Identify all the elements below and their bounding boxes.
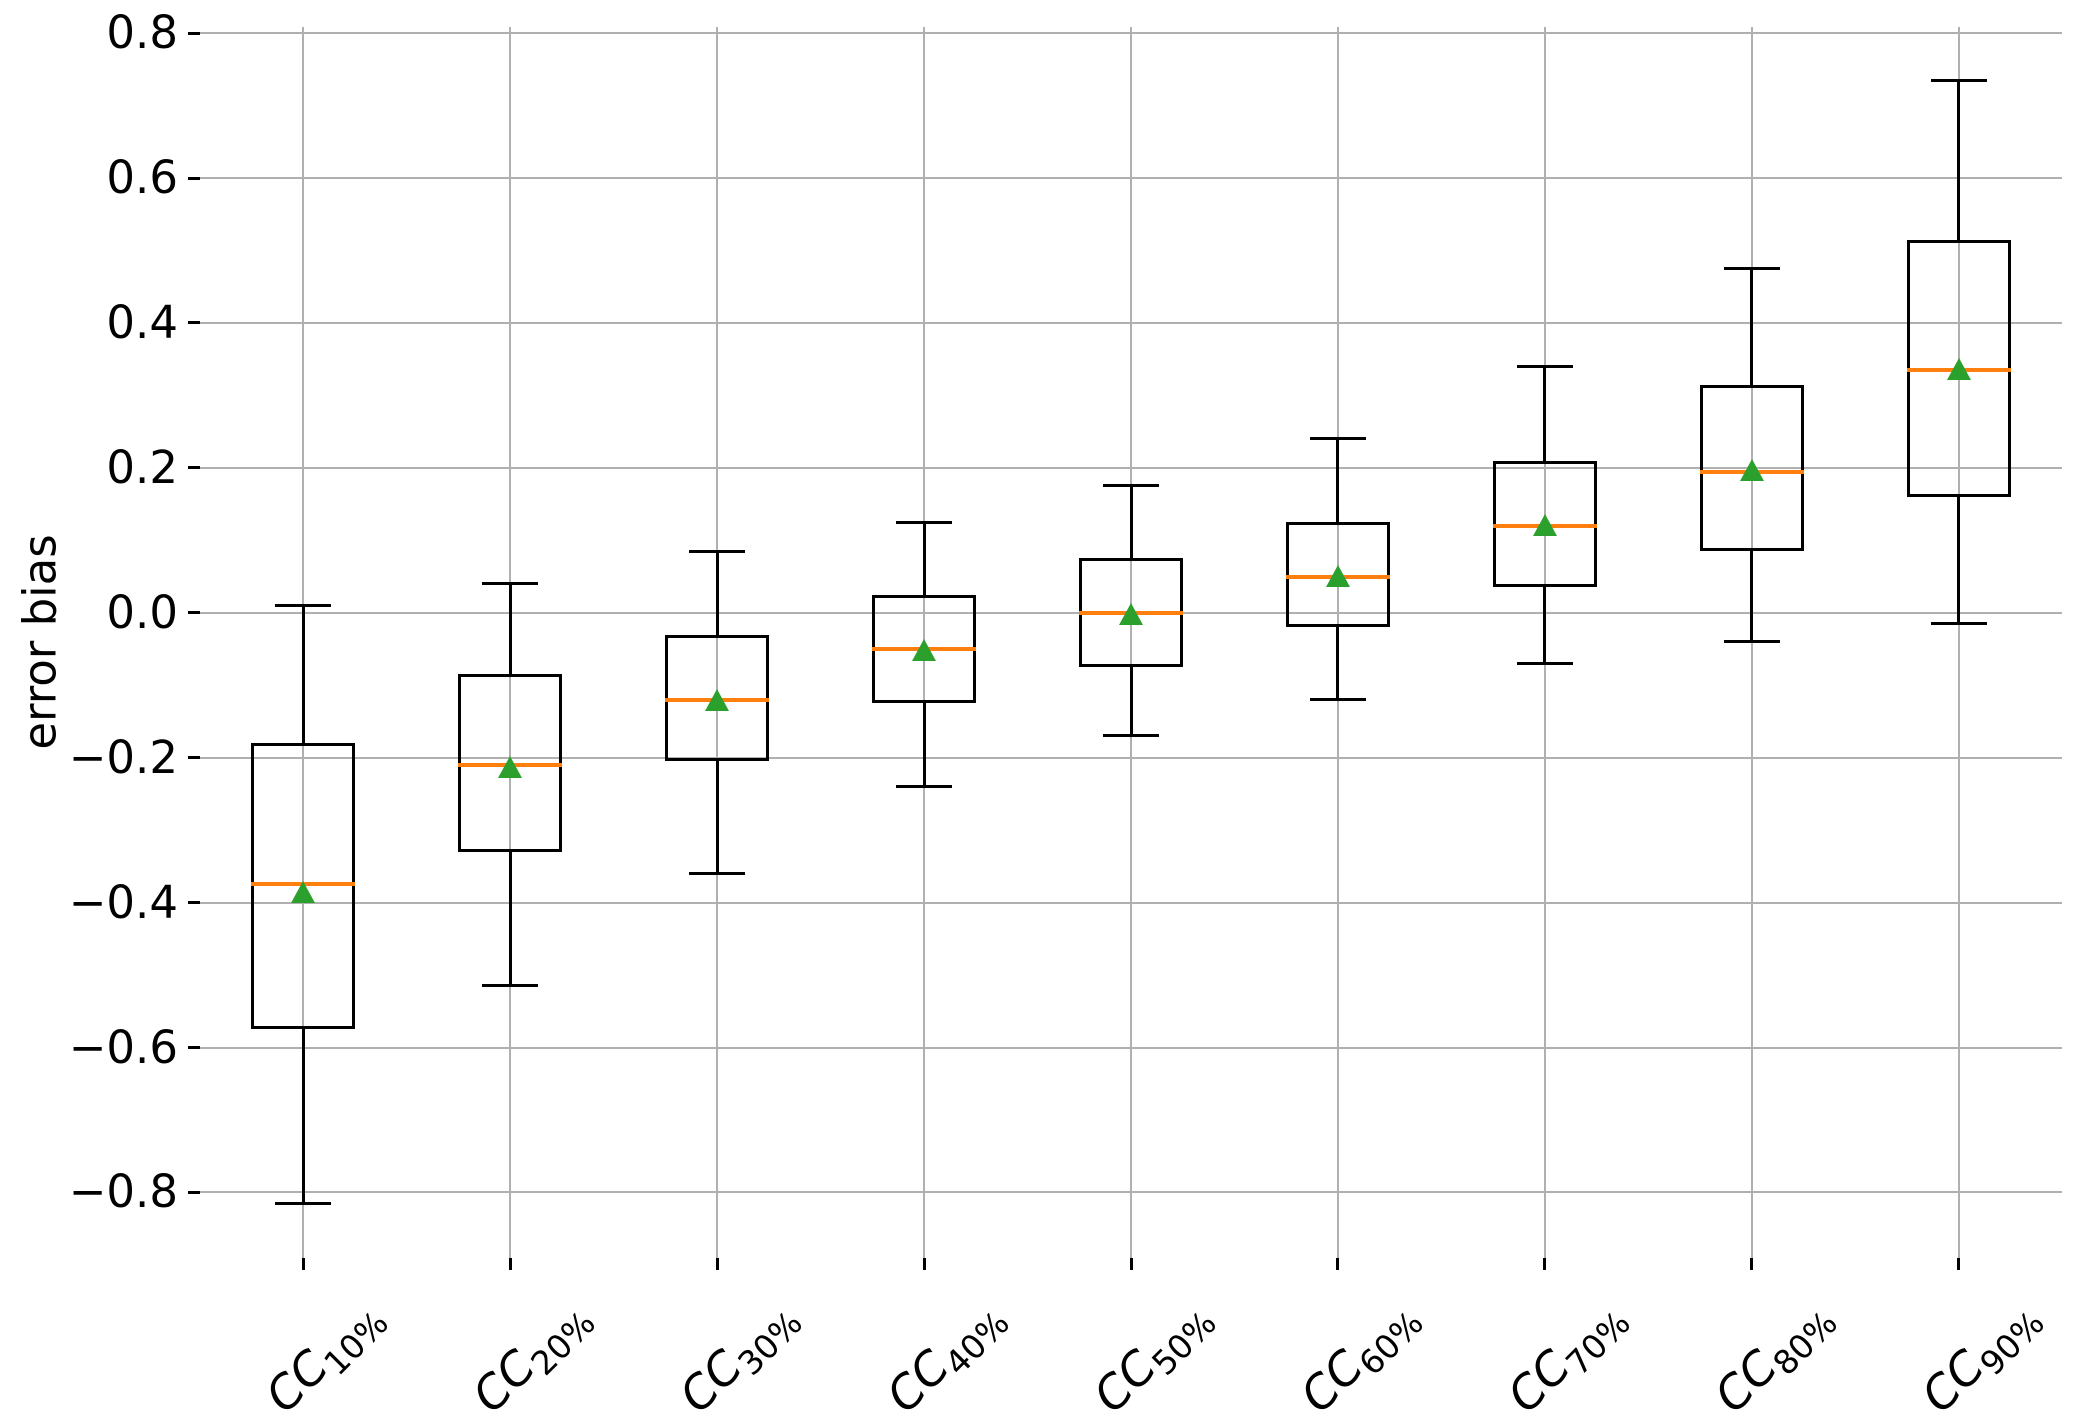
y-tick-label: −0.8 xyxy=(68,1165,178,1219)
x-tick-mark xyxy=(1750,1258,1754,1270)
x-gridline xyxy=(1957,27,1960,1258)
box-mean-marker xyxy=(1739,459,1764,482)
box-whisker-upper xyxy=(1336,438,1340,523)
box-rect xyxy=(1699,384,1804,552)
box-whisker-lower xyxy=(922,703,926,787)
box-whisker-upper xyxy=(922,522,926,595)
y-tick-label: 0.6 xyxy=(106,151,178,205)
y-tick-mark xyxy=(188,321,200,325)
x-tick-mark xyxy=(1543,1258,1547,1270)
box-whisker-upper xyxy=(508,583,512,675)
x-tick-label: CC20% xyxy=(426,1288,608,1424)
box-whisker-upper xyxy=(1543,366,1547,461)
box-cap-lower xyxy=(1309,698,1366,702)
box-whisker-lower xyxy=(1957,496,1961,624)
box-cap-lower xyxy=(896,785,953,789)
box-whisker-upper xyxy=(301,605,305,744)
x-tick-mark xyxy=(922,1258,926,1270)
box-mean-marker xyxy=(1946,357,1971,380)
y-tick-label: 0.4 xyxy=(106,295,178,349)
x-gridline xyxy=(1130,27,1132,1258)
x-tick-label: CC70% xyxy=(1460,1288,1642,1424)
box-cap-upper xyxy=(1516,364,1573,368)
y-tick-mark xyxy=(188,1190,200,1194)
box-mean-marker xyxy=(498,756,523,779)
y-tick-mark xyxy=(188,756,200,760)
x-tick-mark xyxy=(301,1258,305,1270)
box-cap-upper xyxy=(1103,484,1159,488)
box-whisker-lower xyxy=(1129,667,1133,736)
box-whisker-lower xyxy=(301,1029,305,1204)
x-tick-mark xyxy=(1336,1258,1340,1270)
box-cap-upper xyxy=(1309,437,1366,441)
y-axis-label: error bias xyxy=(13,534,67,750)
box-whisker-upper xyxy=(1129,485,1133,559)
x-tick-label: CC10% xyxy=(219,1288,401,1424)
y-tick-mark xyxy=(188,611,200,615)
box-cap-upper xyxy=(275,604,332,608)
box-cap-upper xyxy=(482,582,539,586)
box-whisker-lower xyxy=(1336,627,1340,700)
box-cap-upper xyxy=(689,549,746,553)
x-tick-label: CC50% xyxy=(1047,1288,1229,1424)
box-cap-lower xyxy=(1516,662,1573,665)
y-tick-label: −0.6 xyxy=(68,1020,178,1074)
x-tick-mark xyxy=(508,1258,512,1270)
box-whisker-upper xyxy=(1750,268,1754,385)
box-mean-marker xyxy=(912,638,937,661)
x-tick-label: CC30% xyxy=(633,1288,815,1424)
y-tick-mark xyxy=(188,176,200,180)
box-cap-lower xyxy=(1103,734,1159,738)
y-tick-label: 0.0 xyxy=(106,585,178,639)
y-tick-label: 0.2 xyxy=(106,440,178,494)
box-whisker-lower xyxy=(508,851,512,986)
box-cap-upper xyxy=(1930,78,1987,82)
box-cap-lower xyxy=(1930,622,1987,626)
y-tick-mark xyxy=(188,31,200,35)
box-whisker-upper xyxy=(715,551,719,635)
box-mean-marker xyxy=(1325,564,1350,587)
y-tick-label: 0.8 xyxy=(106,6,178,60)
box-cap-lower xyxy=(482,984,539,988)
box-whisker-lower xyxy=(1750,551,1754,642)
y-tick-mark xyxy=(188,466,200,470)
x-tick-mark xyxy=(1957,1258,1961,1270)
box-mean-marker xyxy=(705,688,730,711)
box-whisker-upper xyxy=(1957,80,1961,240)
box-cap-lower xyxy=(1723,640,1780,644)
x-tick-mark xyxy=(715,1258,719,1270)
box-whisker-lower xyxy=(1543,587,1547,664)
x-tick-label: CC60% xyxy=(1254,1288,1436,1424)
box-mean-marker xyxy=(1119,602,1143,625)
y-tick-mark xyxy=(188,901,200,905)
box-cap-upper xyxy=(896,520,953,524)
x-tick-label: CC80% xyxy=(1667,1288,1849,1424)
box-cap-upper xyxy=(1723,267,1780,271)
y-tick-label: −0.4 xyxy=(68,875,178,929)
x-tick-label: CC90% xyxy=(1874,1288,2056,1424)
box-mean-marker xyxy=(291,880,316,903)
box-cap-lower xyxy=(275,1201,332,1205)
x-tick-label: CC40% xyxy=(840,1288,1022,1424)
box-mean-marker xyxy=(1532,514,1557,537)
box-whisker-lower xyxy=(715,761,719,874)
box-cap-lower xyxy=(689,872,746,876)
y-tick-mark xyxy=(188,1046,200,1050)
y-tick-label: −0.2 xyxy=(68,730,178,784)
x-gridline xyxy=(716,27,719,1258)
x-tick-mark xyxy=(1129,1258,1133,1270)
